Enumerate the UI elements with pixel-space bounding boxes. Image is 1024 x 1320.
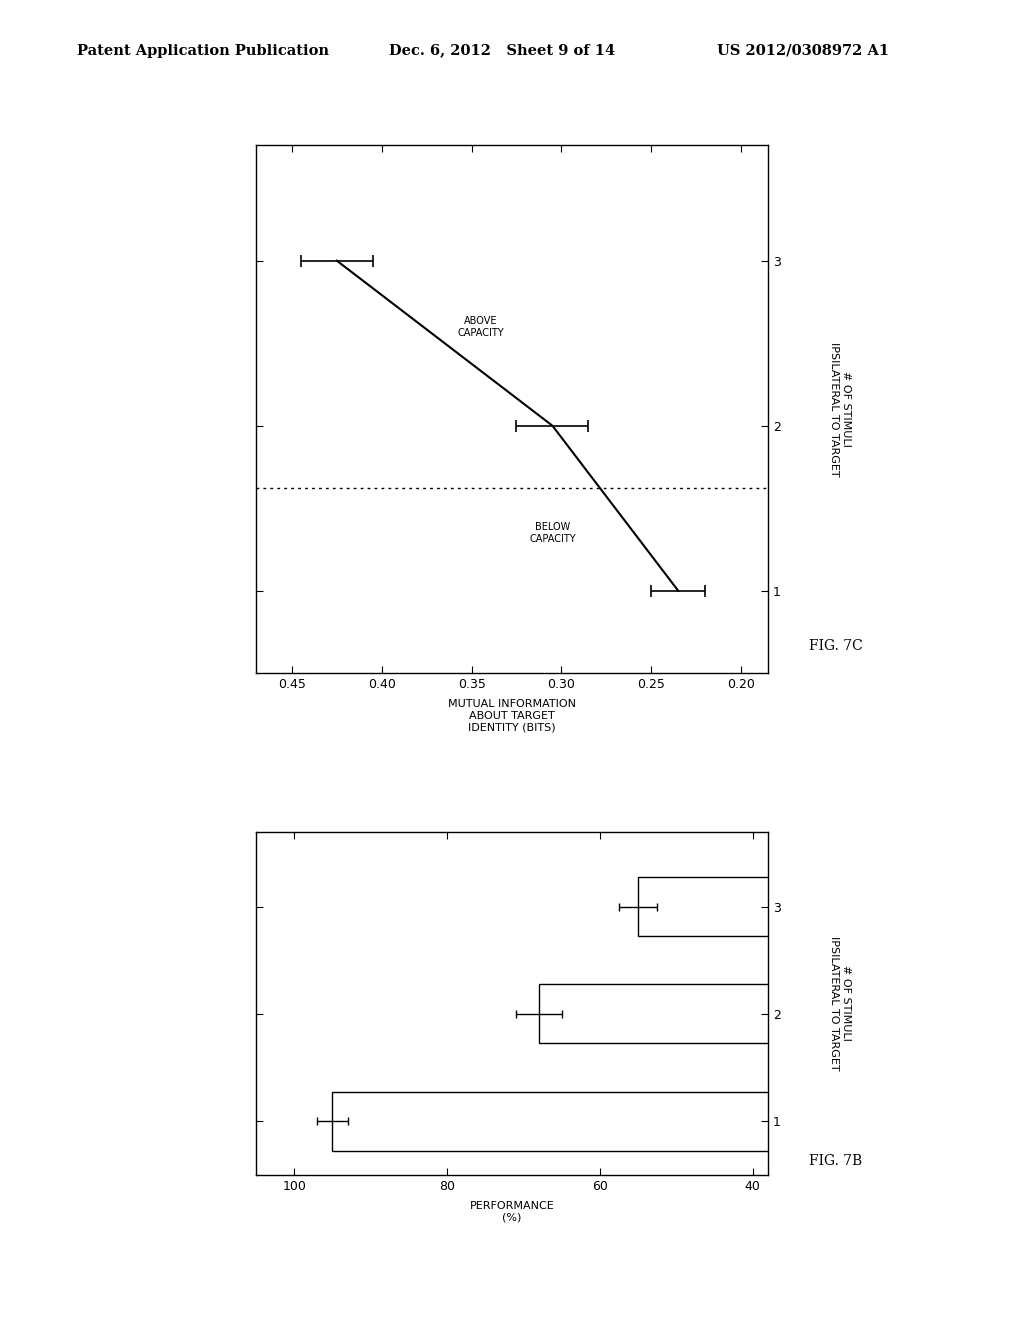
X-axis label: MUTUAL INFORMATION
ABOUT TARGET
IDENTITY (BITS): MUTUAL INFORMATION ABOUT TARGET IDENTITY…: [449, 700, 575, 733]
Text: ABOVE
CAPACITY: ABOVE CAPACITY: [458, 315, 504, 338]
Text: BELOW
CAPACITY: BELOW CAPACITY: [529, 523, 575, 544]
Bar: [333, 1092, 1024, 1151]
Text: Dec. 6, 2012   Sheet 9 of 14: Dec. 6, 2012 Sheet 9 of 14: [389, 44, 615, 58]
Bar: [539, 985, 1024, 1043]
Y-axis label: # OF STIMULI
IPSILATERAL TO TARGET: # OF STIMULI IPSILATERAL TO TARGET: [829, 936, 851, 1071]
Y-axis label: # OF STIMULI
IPSILATERAL TO TARGET: # OF STIMULI IPSILATERAL TO TARGET: [829, 342, 851, 477]
Text: FIG. 7C: FIG. 7C: [809, 639, 862, 653]
Bar: [638, 878, 1024, 936]
X-axis label: PERFORMANCE
(%): PERFORMANCE (%): [470, 1201, 554, 1222]
Text: Patent Application Publication: Patent Application Publication: [77, 44, 329, 58]
Text: US 2012/0308972 A1: US 2012/0308972 A1: [717, 44, 889, 58]
Text: FIG. 7B: FIG. 7B: [809, 1154, 862, 1168]
